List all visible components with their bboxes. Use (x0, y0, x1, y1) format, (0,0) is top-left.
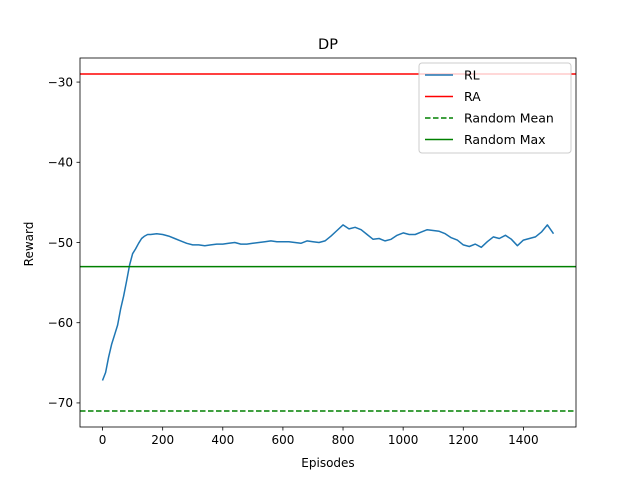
axes: 0 200 400 600 800 1000 1200 1400 −70 −60 −50 −40 −30 (48, 57, 577, 447)
chart-title: DP (318, 37, 338, 53)
legend-label-ra: RA (464, 89, 481, 104)
x-tick-label: 1000 (388, 433, 419, 447)
x-tick-label: 1400 (508, 433, 539, 447)
series-line-rl (101, 224, 555, 381)
y-tick-label: −50 (48, 236, 73, 250)
y-tick-label: −70 (48, 396, 73, 410)
y-tick-label: −60 (48, 316, 73, 330)
x-tick-label: 200 (151, 433, 174, 447)
x-tick-label: 0 (99, 433, 107, 447)
y-axis-label: Reward (22, 222, 36, 267)
x-tick-label: 800 (332, 433, 355, 447)
legend-label-rl: RL (464, 68, 480, 83)
legend: RL RA Random Mean Random Max (418, 62, 572, 154)
legend-label-random-mean: Random Mean (464, 111, 554, 126)
x-axis-label: Episodes (301, 456, 354, 470)
x-tick-label: 1200 (448, 433, 479, 447)
legend-label-random-max: Random Max (464, 132, 546, 147)
y-tick-label: −40 (48, 156, 73, 170)
x-tick-label: 600 (271, 433, 294, 447)
y-tick-label: −30 (48, 75, 73, 89)
x-tick-label: 400 (211, 433, 234, 447)
legend-box (418, 62, 572, 154)
